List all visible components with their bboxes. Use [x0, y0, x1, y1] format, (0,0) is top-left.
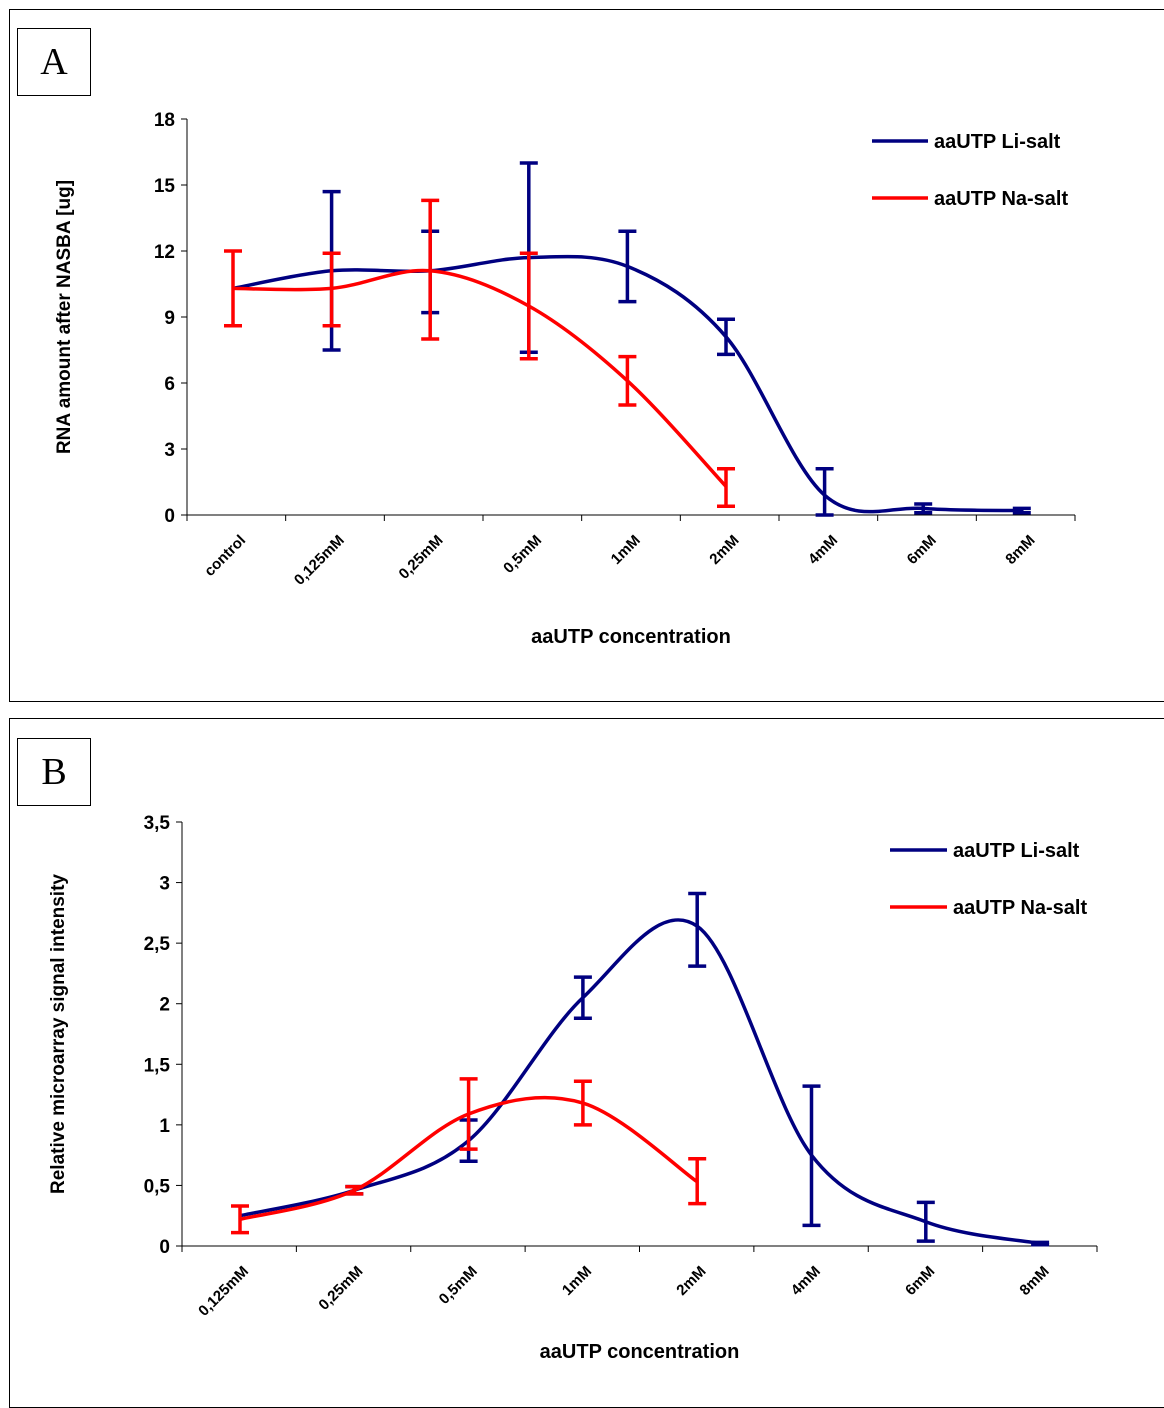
chart-a-x-category-label: 4mM: [805, 532, 841, 568]
chart-a-y-tick-label: 6: [164, 374, 175, 395]
chart-b-x-category-label: 0,125mM: [195, 1263, 252, 1320]
chart-b-x-category-label: 4mM: [788, 1263, 824, 1299]
chart-b-series-na-legend-label: aaUTP Na-salt: [953, 897, 1087, 919]
chart-b-y-tick-label: 3,5: [144, 813, 171, 834]
chart-b-y-tick-label: 2,5: [144, 934, 171, 955]
chart-b-y-tick-label: 0: [159, 1237, 170, 1258]
chart-b-x-category-label: 1mM: [559, 1263, 595, 1299]
chart-a-series-na-line: [232, 268, 728, 488]
chart-b-x-category-label: 0,25mM: [315, 1263, 366, 1314]
chart-b-series-li-line: [239, 918, 1041, 1246]
chart-a-x-category-label: 2mM: [706, 532, 742, 568]
chart-b-series-li-legend-label: aaUTP Li-salt: [953, 840, 1080, 862]
chart-a-y-axis-title: RNA amount after NASBA [ug]: [54, 180, 75, 454]
chart-b-x-category-label: 8mM: [1016, 1263, 1052, 1299]
chart-b-y-axis-title: Relative microarray signal intensity: [48, 874, 69, 1194]
chart-b-x-category-label: 0,5mM: [436, 1263, 481, 1308]
panel-label-a: A: [17, 28, 91, 96]
chart-b-y-tick-label: 1: [159, 1116, 170, 1137]
chart-b-y-tick-label: 2: [159, 995, 170, 1016]
chart-a-x-category-label: 1mM: [608, 532, 644, 568]
chart-a-series-li-legend-label: aaUTP Li-salt: [934, 131, 1061, 153]
chart-a-x-category-label: 6mM: [904, 532, 940, 568]
chart-b-y-tick-label: 1,5: [144, 1055, 171, 1076]
chart-b-x-category-label: 2mM: [673, 1263, 709, 1299]
chart-a-y-tick-label: 0: [164, 506, 175, 527]
chart-a-series-li-line: [232, 254, 1022, 514]
chart-b-x-axis-title: aaUTP concentration: [540, 1341, 740, 1363]
chart-a-x-category-label: 8mM: [1002, 532, 1038, 568]
chart-a-y-tick-label: 15: [154, 176, 176, 197]
chart-a-x-category-label: 0,125mM: [291, 532, 348, 589]
chart-a-y-tick-label: 9: [164, 308, 175, 329]
chart-a-y-tick-label: 12: [154, 242, 175, 263]
chart-panel-a: [9, 9, 1164, 702]
chart-b-y-tick-label: 3: [159, 874, 170, 895]
panel-label-b: B: [17, 738, 91, 806]
chart-b-x-category-label: 6mM: [902, 1263, 938, 1299]
chart-a-x-category-label: 0,5mM: [500, 532, 545, 577]
chart-b-y-tick-label: 0,5: [144, 1176, 171, 1197]
chart-a-x-axis-title: aaUTP concentration: [531, 626, 731, 648]
chart-a-y-tick-label: 18: [154, 110, 175, 131]
chart-a-y-tick-label: 3: [164, 440, 175, 461]
chart-a-series-na-legend-label: aaUTP Na-salt: [934, 188, 1068, 210]
chart-a-x-category-label: 0,25mM: [396, 532, 447, 583]
chart-panel-b: [9, 718, 1164, 1408]
chart-a-x-category-label: control: [201, 532, 249, 580]
